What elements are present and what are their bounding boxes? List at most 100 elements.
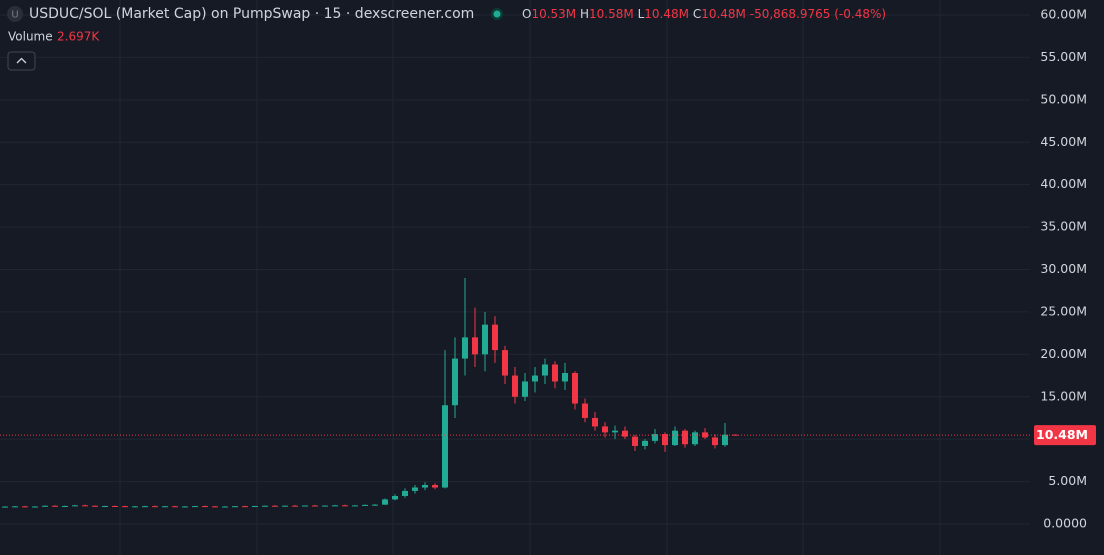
- candle-body: [212, 506, 218, 508]
- candle-body: [422, 484, 428, 488]
- candle-body: [192, 506, 198, 508]
- candle-body: [262, 505, 268, 507]
- y-tick-label: 20.00M: [1040, 346, 1087, 361]
- candle-body: [502, 350, 508, 376]
- candle-body: [452, 358, 458, 406]
- candle-body: [12, 506, 18, 508]
- candle-body: [172, 506, 178, 508]
- candle-body: [632, 436, 638, 446]
- y-tick-label: 25.00M: [1040, 303, 1087, 318]
- candle-body: [672, 430, 678, 446]
- legend-change: -50,868.9765 (-0.48%): [750, 7, 886, 21]
- legend-key: O: [522, 7, 531, 21]
- button-chevron: [16, 57, 27, 64]
- y-tick-label: 45.00M: [1040, 134, 1087, 149]
- candle-body: [52, 505, 58, 507]
- candle-body: [162, 506, 168, 508]
- candle-body: [462, 337, 468, 359]
- legend-key: H: [580, 7, 589, 21]
- candle-body: [532, 375, 538, 382]
- candle-body: [312, 505, 318, 507]
- y-tick-label: 0.0000: [1043, 516, 1087, 531]
- candle-body: [132, 506, 138, 508]
- legend-value: 10.48M: [701, 7, 746, 21]
- candle-body: [662, 434, 668, 446]
- candle-body: [62, 506, 68, 508]
- candle-body: [382, 499, 388, 505]
- candle-body: [612, 430, 618, 433]
- candle-body: [292, 505, 298, 507]
- candle-body: [572, 372, 578, 404]
- candle-body: [122, 506, 128, 508]
- candle-body: [222, 506, 228, 508]
- candle-body: [2, 506, 8, 508]
- candle-body: [412, 487, 418, 491]
- candle-body: [182, 506, 188, 508]
- status-dot: [493, 10, 501, 18]
- candle-body: [492, 324, 498, 351]
- candle-body: [272, 505, 278, 507]
- candle-body: [512, 375, 518, 397]
- legend-value: 10.58M: [589, 7, 634, 21]
- volume-label: Volume: [8, 30, 53, 44]
- candle-body: [682, 430, 688, 445]
- y-tick-label: 30.00M: [1040, 261, 1087, 276]
- candle-body: [642, 440, 648, 446]
- volume-value: 2.697K: [57, 30, 100, 44]
- candle-body: [402, 490, 408, 497]
- candle-body: [232, 506, 238, 508]
- y-tick-label: 5.00M: [1048, 473, 1087, 488]
- symbol-icon-text: U: [11, 10, 18, 21]
- collapse-button[interactable]: [7, 51, 36, 71]
- legend-value: 10.53M: [531, 7, 576, 21]
- candle-body: [302, 505, 308, 507]
- candle-body: [472, 337, 478, 355]
- legend-value: 10.48M: [644, 7, 689, 21]
- candle-body: [82, 505, 88, 507]
- candle-body: [652, 434, 658, 441]
- chart-title: USDUC/SOL (Market Cap) on PumpSwap · 15 …: [29, 6, 474, 22]
- ohlc-legend: O10.53M H10.58M L10.48M C10.48M -50,868.…: [522, 7, 886, 21]
- button-frame: [7, 51, 36, 71]
- candle-body: [142, 506, 148, 508]
- candle-body: [92, 505, 98, 507]
- candle-body: [442, 405, 448, 488]
- candle-body: [602, 426, 608, 433]
- legend-key: C: [693, 7, 701, 21]
- candle-body: [282, 505, 288, 507]
- candle-body: [322, 505, 328, 507]
- candle-body: [112, 506, 118, 508]
- candle-body: [362, 504, 368, 506]
- candle-body: [372, 504, 378, 506]
- candle-body: [342, 505, 348, 507]
- candle-body: [722, 434, 728, 446]
- symbol-icon: [7, 6, 23, 22]
- last-price-badge: [1034, 425, 1096, 446]
- y-tick-label: 40.00M: [1040, 176, 1087, 191]
- candle-body: [562, 372, 568, 382]
- candle-body: [692, 432, 698, 445]
- legend-key: L: [638, 7, 645, 21]
- candle-body: [22, 506, 28, 508]
- y-tick-label: 15.00M: [1040, 388, 1087, 403]
- candle-body: [332, 505, 338, 507]
- candle-body: [542, 364, 548, 376]
- candle-body: [582, 403, 588, 418]
- candle-body: [72, 505, 78, 507]
- candle-body: [552, 364, 558, 382]
- candle-body: [102, 506, 108, 508]
- y-tick-label: 55.00M: [1040, 49, 1087, 64]
- candle-body: [712, 437, 718, 446]
- candle-body: [622, 430, 628, 437]
- candle-body: [482, 324, 488, 355]
- candle-body: [392, 496, 398, 500]
- candle-body: [352, 505, 358, 507]
- last-price-label: 10.48M: [1036, 427, 1088, 442]
- candle-body: [432, 484, 438, 488]
- candle-body: [152, 506, 158, 508]
- y-tick-label: 35.00M: [1040, 219, 1087, 234]
- candle-body: [42, 505, 48, 507]
